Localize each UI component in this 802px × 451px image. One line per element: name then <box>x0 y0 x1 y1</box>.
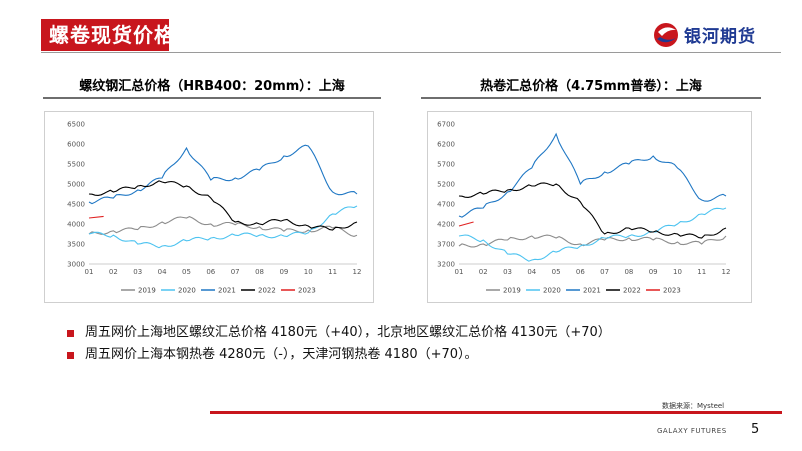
y-tick-label: 5000 <box>67 181 85 189</box>
x-tick-label: 03 <box>503 268 512 276</box>
bullet-marker-icon <box>67 352 74 359</box>
bullet-item: 周五网价上海地区螺纹汇总价格 4180元（+40），北京地区螺纹汇总价格 413… <box>67 322 611 344</box>
y-tick-label: 4200 <box>437 221 455 229</box>
legend-label-2020: 2020 <box>543 287 561 295</box>
chart-header-hrc: 热卷汇总价格（4.75mm普卷）：上海 <box>421 71 761 99</box>
chart-rebar-frame: 3000 3500 4000 4500 5000 5500 6000 6500 01 02 03 04… <box>44 111 374 303</box>
series-line-2019 <box>88 215 358 237</box>
y-tick-label: 3500 <box>67 241 85 249</box>
x-tick-label: 04 <box>527 268 536 276</box>
x-tick-label: 01 <box>455 268 464 276</box>
x-tick-label: 10 <box>304 268 313 276</box>
x-tick-label: 08 <box>255 268 264 276</box>
x-tick-label: 11 <box>328 268 337 276</box>
legend-label-2019: 2019 <box>503 287 521 295</box>
x-tick-label: 06 <box>206 268 215 276</box>
y-tick-label: 5700 <box>437 161 455 169</box>
data-source: 数据来源：Mysteel <box>662 402 725 410</box>
x-tick-label: 02 <box>479 268 488 276</box>
x-tick-label: 06 <box>576 268 585 276</box>
x-tick-label: 03 <box>133 268 142 276</box>
y-tick-label: 6200 <box>437 141 455 149</box>
chart-header-rebar-text: 螺纹钢汇总价格（HRB400：20mm）：上海 <box>79 79 345 94</box>
bullet-list: 周五网价上海地区螺纹汇总价格 4180元（+40），北京地区螺纹汇总价格 413… <box>67 322 611 366</box>
legend-label-2021: 2021 <box>218 287 236 295</box>
bullet-text: 周五网价上海地区螺纹汇总价格 4180元（+40），北京地区螺纹汇总价格 413… <box>85 325 611 340</box>
y-tick-label: 5200 <box>437 181 455 189</box>
page-number: 5 <box>751 422 760 437</box>
series-line-2021 <box>458 132 727 218</box>
x-tick-label: 07 <box>600 268 609 276</box>
series-line-2020 <box>458 207 727 262</box>
page-title: 螺卷现货价格 <box>49 23 175 47</box>
series-line-2022 <box>88 180 358 231</box>
x-tick-label: 01 <box>85 268 94 276</box>
x-tick-label: 05 <box>552 268 561 276</box>
chart-header-rebar: 螺纹钢汇总价格（HRB400：20mm）：上海 <box>43 71 381 99</box>
series-line-2022 <box>458 182 727 239</box>
x-tick-label: 09 <box>649 268 658 276</box>
legend-label-2019: 2019 <box>138 287 156 295</box>
x-tick-label: 07 <box>231 268 240 276</box>
y-tick-label: 5500 <box>67 161 85 169</box>
x-tick-label: 04 <box>158 268 167 276</box>
chart-hrc: 3200 3700 4200 4700 5200 5700 6200 6700 01 02 03 04… <box>437 121 731 295</box>
y-tick-label: 6000 <box>67 141 85 149</box>
footer-brand: GALAXY FUTURES <box>657 427 727 435</box>
legend-label-2021: 2021 <box>583 287 601 295</box>
y-tick-label: 6500 <box>67 121 85 129</box>
series-line-2021 <box>88 144 358 205</box>
chart-rebar: 3000 3500 4000 4500 5000 5500 6000 6500 01 02 03 04… <box>67 121 362 295</box>
x-tick-label: 02 <box>109 268 118 276</box>
y-tick-label: 3000 <box>67 261 85 269</box>
title-divider <box>41 52 781 53</box>
legend-label-2023: 2023 <box>663 287 681 295</box>
series-line-2019 <box>458 234 727 248</box>
bullet-text: 周五网价上海本钢热卷 4280元（-），天津河钢热卷 4180（+70）。 <box>85 347 478 362</box>
title-bar <box>41 19 169 51</box>
y-tick-label: 3700 <box>437 241 455 249</box>
legend-label-2020: 2020 <box>178 287 196 295</box>
x-tick-label: 10 <box>673 268 682 276</box>
x-tick-label: 11 <box>697 268 706 276</box>
legend-label-2022: 2022 <box>258 287 276 295</box>
y-tick-label: 4700 <box>437 201 455 209</box>
y-tick-label: 3200 <box>437 261 455 269</box>
series-line-2023 <box>88 215 104 219</box>
series-line-2020 <box>88 205 358 249</box>
y-tick-label: 4500 <box>67 201 85 209</box>
chart-header-hrc-underline <box>421 97 761 99</box>
legend-label-2023: 2023 <box>298 287 316 295</box>
brand-logo-icon <box>654 23 678 47</box>
brand-name: 银河期货 <box>684 27 756 47</box>
y-tick-label: 4000 <box>67 221 85 229</box>
series-line-2023 <box>458 221 474 227</box>
x-tick-label: 12 <box>353 268 362 276</box>
x-tick-label: 12 <box>722 268 731 276</box>
chart-hrc-frame: 3200 3700 4200 4700 5200 5700 6200 6700 01 02 03 04… <box>427 111 752 303</box>
legend-label-2022: 2022 <box>623 287 641 295</box>
x-tick-label: 09 <box>279 268 288 276</box>
chart-header-rebar-underline <box>43 97 381 99</box>
x-tick-label: 08 <box>624 268 633 276</box>
footer-divider <box>210 411 782 414</box>
bullet-marker-icon <box>67 330 74 337</box>
chart-header-hrc-text: 热卷汇总价格（4.75mm普卷）：上海 <box>480 79 702 94</box>
bullet-item: 周五网价上海本钢热卷 4280元（-），天津河钢热卷 4180（+70）。 <box>67 344 611 366</box>
y-tick-label: 6700 <box>437 121 455 129</box>
x-tick-label: 05 <box>182 268 191 276</box>
